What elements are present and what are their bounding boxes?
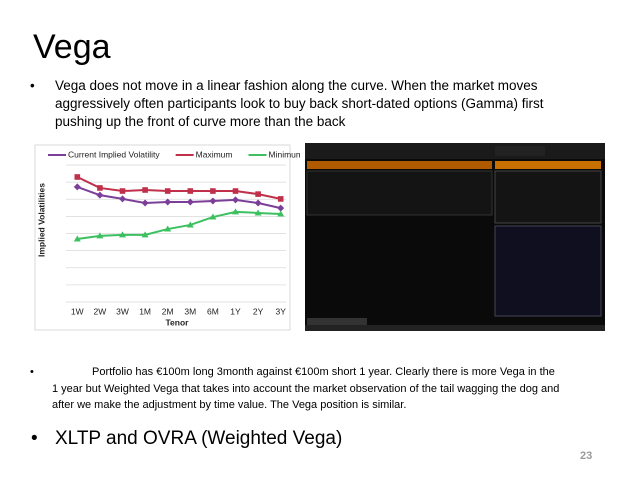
x-tick-label: 1Y bbox=[230, 306, 241, 316]
point bbox=[187, 188, 194, 194]
terminal-header bbox=[305, 143, 605, 159]
point bbox=[164, 225, 172, 232]
point bbox=[97, 185, 103, 191]
x-axis-label: Tenor bbox=[166, 317, 190, 327]
terminal-footer bbox=[305, 325, 605, 331]
x-tick-label: 1W bbox=[71, 306, 84, 316]
x-tick-label: 2M bbox=[162, 306, 174, 316]
series-line bbox=[76, 185, 281, 210]
point bbox=[164, 188, 171, 194]
point bbox=[119, 188, 126, 194]
x-tick-label: 2Y bbox=[253, 306, 264, 316]
point bbox=[209, 197, 217, 205]
x-tick-label: 3Y bbox=[275, 306, 286, 316]
series-line bbox=[77, 210, 281, 240]
x-tick-label: 1M bbox=[139, 306, 151, 316]
point bbox=[277, 210, 285, 217]
point bbox=[119, 195, 126, 203]
point bbox=[96, 232, 104, 239]
point bbox=[186, 221, 194, 228]
bullet: Vega does not move in a linear fashion a… bbox=[30, 77, 550, 131]
bullet: XLTP and OVRA (Weighted Vega) bbox=[31, 428, 342, 450]
legend-label: Maximum bbox=[196, 149, 233, 159]
point bbox=[141, 199, 149, 207]
x-tick-label: 3M bbox=[184, 306, 196, 316]
point bbox=[254, 209, 262, 216]
y-axis-label: Implied Volatilities bbox=[36, 183, 46, 257]
point bbox=[277, 204, 285, 212]
terminal-screenshot bbox=[305, 143, 605, 331]
terminal-bar bbox=[495, 161, 601, 169]
terminal-bar bbox=[307, 161, 492, 169]
point bbox=[73, 183, 81, 191]
slide-title: Vega bbox=[33, 28, 111, 66]
chart: Implied Volatilities Tenor 1W 2W 3W 1M 2M 3M 6… bbox=[34, 144, 301, 331]
x-tick-label: 3W bbox=[116, 306, 129, 316]
point bbox=[186, 198, 194, 206]
point bbox=[164, 198, 172, 206]
point bbox=[210, 188, 216, 194]
point bbox=[119, 231, 126, 238]
point bbox=[232, 196, 239, 204]
point bbox=[255, 191, 261, 197]
point bbox=[73, 235, 81, 242]
point bbox=[232, 208, 239, 215]
terminal-panel bbox=[494, 170, 602, 224]
series-line bbox=[76, 176, 281, 200]
page-number: 23 bbox=[580, 450, 593, 462]
legend-label: Current Implied Volatility bbox=[68, 149, 160, 159]
point bbox=[74, 174, 81, 180]
point bbox=[209, 213, 217, 220]
terminal-tab bbox=[495, 146, 545, 156]
point bbox=[96, 191, 104, 199]
point bbox=[232, 188, 239, 194]
point bbox=[142, 187, 148, 193]
x-tick-label: 2W bbox=[94, 306, 107, 316]
terminal-table bbox=[306, 170, 493, 216]
terminal-list bbox=[494, 225, 602, 317]
point bbox=[254, 199, 262, 207]
point bbox=[277, 196, 284, 202]
terminal-tab bbox=[307, 318, 367, 326]
x-tick-label: 6M bbox=[207, 306, 219, 316]
legend-label: Minimum bbox=[269, 149, 301, 159]
bullet: Portfolio has €100m long 3month against … bbox=[30, 364, 564, 414]
point bbox=[141, 231, 149, 238]
